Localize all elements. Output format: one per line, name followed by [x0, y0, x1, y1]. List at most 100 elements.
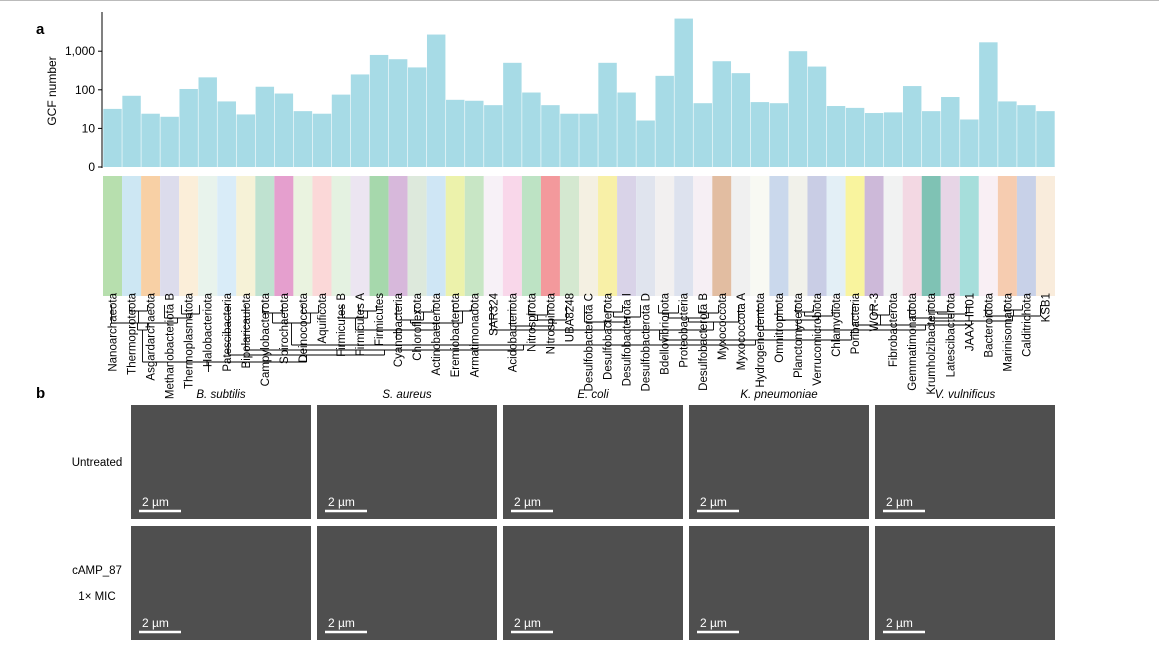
bar-bacteroidota: [979, 42, 998, 167]
phylum-label: Firmicutes B: [336, 293, 348, 357]
scale-bar-label: 2 µm: [886, 495, 913, 509]
phylum-color-block: [407, 176, 427, 296]
bar-chloroflexota: [407, 67, 427, 167]
bar-patescibacteria: [217, 101, 236, 167]
sem-micrograph: 2 µm: [875, 405, 1055, 519]
phylum-label: Nanoarchaeota: [108, 292, 120, 371]
bar-firmicutes-a: [350, 74, 370, 167]
sem-micrograph: 2 µm: [875, 526, 1055, 640]
phylum-color-block: [179, 176, 199, 296]
micrograph-background: [689, 526, 869, 640]
phylum-color-block: [464, 176, 484, 296]
bar-proteobacteria: [674, 18, 693, 167]
phylum-color-block: [978, 176, 998, 296]
phylum-color-block: [959, 176, 979, 296]
phylum-label: Nitrospinota: [545, 292, 557, 354]
sem-micrograph: 2 µm: [131, 405, 311, 519]
phylum-label: Actinobacteriota: [431, 292, 443, 375]
bar-thermoproteota: [122, 95, 141, 167]
phylum-label: Desulfobacterota B: [698, 293, 710, 391]
bar-methanobacteriota-b: [160, 116, 179, 167]
phylum-color-block: [1016, 176, 1036, 296]
phylum-label: Desulfobacterota: [603, 292, 615, 380]
phylum-label: Calditrichota: [1021, 292, 1033, 357]
bar-myxococcota-a: [731, 73, 751, 167]
phylum-label: Bdellovibrionota: [660, 292, 672, 374]
column-title: E. coli: [577, 389, 609, 401]
bar-asgardarchaeota: [141, 113, 160, 167]
bar-desulfobacterota-b: [693, 103, 712, 167]
phylum-label: Thermoproteota: [127, 292, 139, 374]
y-tick-label: 10: [82, 121, 96, 135]
micrograph-background: [875, 526, 1055, 640]
bar-spirochaetota: [274, 93, 294, 167]
micrograph-background: [875, 405, 1055, 519]
phylum-color-block: [331, 176, 351, 296]
row-label: cAMP_87: [72, 565, 122, 577]
bar-omnitrophota: [769, 103, 789, 167]
phylum-color-block: [940, 176, 960, 296]
phylum-label: Firmicutes A: [355, 293, 367, 357]
phylum-color-block: [579, 176, 599, 296]
phylum-label: SAR324: [488, 292, 500, 335]
bar-bipolaricaulota: [236, 114, 256, 167]
bar-calditrichota: [1017, 105, 1036, 167]
scale-bar-label: 2 µm: [514, 616, 541, 630]
bar-ksb1: [1036, 111, 1055, 167]
bar-cyanobacteria: [388, 59, 408, 167]
phylum-label: Nitrospirota: [526, 292, 538, 351]
phylum-label: Patescibacteria: [222, 292, 234, 371]
phylum-label-strip: Nanoarchaeota Thermoproteota Asgardarchaeo…: [103, 176, 1055, 399]
phylum-color-block: [559, 176, 579, 296]
sem-micrograph: 2 µm: [131, 526, 311, 640]
scale-bar-label: 2 µm: [700, 495, 727, 509]
phylum-label: Halobacteriota: [203, 292, 215, 367]
phylum-color-block: [274, 176, 294, 296]
bar-nanoarchaeota: [103, 108, 122, 167]
y-tick-label: 1,000: [65, 44, 95, 58]
scale-bar-label: 2 µm: [514, 495, 541, 509]
bar-planctomycetota: [788, 51, 808, 168]
phylum-color-block: [788, 176, 808, 296]
phylum-label: Campylobacterota: [260, 292, 272, 386]
phylum-label: Deinococcota: [298, 292, 310, 362]
y-axis-label: GCF number: [45, 56, 59, 125]
panel-b-label: b: [36, 385, 45, 402]
phylum-color-block: [712, 176, 732, 296]
bar-gemmatimonadota: [902, 86, 922, 167]
scale-bar-label: 2 µm: [886, 616, 913, 630]
bar-acidobacteriota: [503, 62, 522, 167]
phylum-label: KSB1: [1040, 293, 1052, 322]
phylum-label: Bipolaricaulota: [241, 292, 253, 368]
phylum-color-block: [883, 176, 903, 296]
phylum-label: Planctomycetota: [793, 292, 805, 378]
bar-firmicutes: [369, 54, 389, 167]
panel-a-label: a: [36, 21, 45, 38]
phylum-color-block: [750, 176, 770, 296]
bar-latescibacterota: [941, 97, 960, 167]
phylum-color-block: [217, 176, 237, 296]
bar-chlamydiota: [826, 106, 846, 167]
micrograph-background: [689, 405, 869, 519]
micrograph-background: [317, 526, 497, 640]
column-title: S. aureus: [382, 389, 431, 401]
phylum-color-block: [122, 176, 142, 296]
bar-poribacteria: [845, 107, 865, 167]
phylum-label: Firmicutes: [374, 293, 386, 346]
y-axis-ticks: 0 10 100 1,000: [65, 44, 102, 174]
sem-micrograph: 2 µm: [689, 405, 869, 519]
phylum-color-block: [312, 176, 332, 296]
phylum-color-block: [997, 176, 1017, 296]
bar-campylobacterota: [255, 86, 275, 167]
phylum-label: Armatimonadota: [469, 292, 481, 377]
sem-micrograph: 2 µm: [317, 526, 497, 640]
phylum-label: Marinisomatota: [1002, 292, 1014, 371]
sem-micrograph: 2 µm: [689, 526, 869, 640]
bar-sar324: [484, 105, 503, 167]
scale-bar-label: 2 µm: [700, 616, 727, 630]
phylum-color-block: [617, 176, 637, 296]
phylum-label: Chloroflexota: [412, 292, 424, 360]
bar-actinobacteriota: [426, 34, 446, 167]
scale-bar-label: 2 µm: [142, 495, 169, 509]
